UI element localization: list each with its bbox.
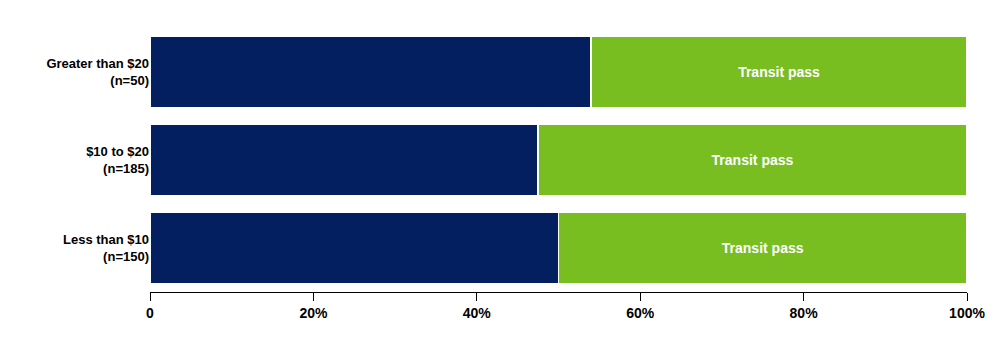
svg-text:0: 0 xyxy=(146,305,154,321)
svg-text:$10 to $20(n=185): $10 to $20(n=185) xyxy=(86,144,149,176)
svg-text:100%: 100% xyxy=(949,305,985,321)
svg-text:Transit pass: Transit pass xyxy=(738,64,820,80)
svg-text:60%: 60% xyxy=(626,305,655,321)
svg-text:20%: 20% xyxy=(299,305,328,321)
svg-text:Transit pass: Transit pass xyxy=(712,152,794,168)
svg-text:40%: 40% xyxy=(463,305,492,321)
svg-text:80%: 80% xyxy=(790,305,819,321)
svg-text:Transit pass: Transit pass xyxy=(722,240,804,256)
svg-text:Less than $10(n=150): Less than $10(n=150) xyxy=(63,232,149,264)
svg-text:Greater than $20(n=50): Greater than $20(n=50) xyxy=(46,56,149,88)
